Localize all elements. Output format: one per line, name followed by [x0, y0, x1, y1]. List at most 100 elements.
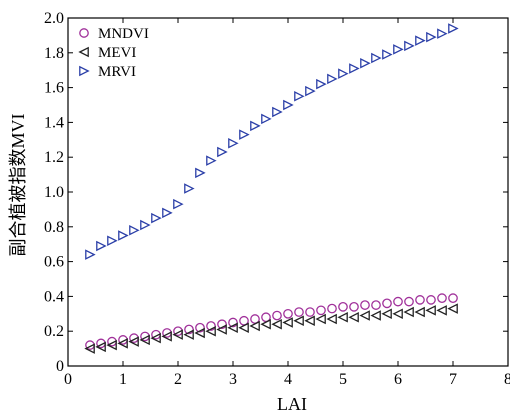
data-point	[316, 78, 327, 90]
data-point	[404, 40, 415, 52]
x-tick-label: 5	[339, 371, 347, 388]
data-point	[183, 329, 194, 340]
data-point	[107, 235, 118, 246]
y-tick-label: 1.4	[44, 114, 64, 131]
data-point	[282, 317, 293, 328]
data-point	[349, 63, 360, 74]
data-point	[371, 52, 382, 64]
data-point	[206, 321, 216, 331]
legend-label-mndvi: MNDVI	[98, 26, 149, 42]
data-point	[337, 312, 348, 323]
data-point	[129, 225, 140, 236]
data-point	[327, 73, 338, 85]
data-point	[294, 91, 305, 102]
data-point	[162, 207, 173, 219]
data-point	[426, 31, 437, 43]
data-point	[305, 307, 315, 317]
axes: 0 1 2 3 4 5 6 7 8 0 0.2 0.4 0.6 0.8 1.0 1.2 1.4 1.6 1.8 2.0	[44, 10, 510, 388]
data-point	[348, 312, 359, 323]
data-point	[117, 338, 128, 349]
data-point	[184, 183, 195, 194]
x-tick-label: 8	[504, 371, 510, 388]
data-point	[360, 300, 370, 310]
data-point	[238, 322, 249, 333]
data-point	[437, 28, 448, 39]
data-point	[239, 129, 250, 140]
data-point	[250, 120, 261, 132]
series-mevi	[84, 303, 458, 354]
data-point	[315, 313, 326, 325]
data-point	[403, 306, 414, 318]
data-point	[436, 305, 447, 316]
data-point	[448, 293, 458, 303]
data-point	[415, 295, 425, 305]
data-point	[294, 307, 304, 317]
series-mrvi	[85, 23, 459, 260]
y-tick-label: 0.6	[44, 254, 64, 271]
x-tick-label: 2	[174, 371, 182, 388]
y-tick-label: 0.8	[44, 219, 64, 236]
data-point	[261, 113, 272, 125]
legend-marker-mndvi	[79, 28, 89, 38]
data-point	[85, 249, 96, 260]
legend-label-mrvi: MRVI	[98, 64, 136, 80]
legend-label-mevi: MEVI	[98, 45, 136, 61]
data-point	[415, 35, 426, 46]
data-point	[392, 308, 403, 320]
data-point	[249, 320, 260, 332]
data-point	[360, 57, 371, 69]
x-tick-label: 3	[229, 371, 237, 388]
data-point	[271, 318, 282, 330]
data-point	[371, 300, 381, 310]
data-point	[118, 230, 129, 241]
data-point	[139, 334, 150, 346]
data-point	[293, 315, 304, 327]
data-point	[84, 343, 95, 354]
data-point	[283, 308, 293, 319]
data-point	[151, 212, 162, 224]
data-point	[195, 322, 205, 333]
data-point	[349, 301, 359, 312]
data-point	[96, 240, 107, 252]
data-point	[205, 325, 216, 337]
data-point	[382, 298, 392, 309]
data-point	[184, 324, 194, 335]
y-tick-label: 1.0	[44, 184, 64, 201]
x-tick-label: 6	[394, 371, 402, 388]
data-point	[161, 331, 172, 342]
data-point	[260, 318, 271, 330]
data-point	[448, 23, 459, 34]
data-point	[447, 303, 458, 314]
data-point	[316, 305, 326, 316]
data-point	[359, 310, 370, 321]
data-point	[338, 68, 349, 79]
y-tick-label: 1.8	[44, 45, 64, 62]
data-point	[437, 293, 447, 303]
x-tick-label: 4	[284, 371, 292, 388]
y-tick-label: 1.6	[44, 80, 64, 97]
x-tick-label: 1	[119, 371, 127, 388]
data-point	[272, 106, 283, 118]
data-point	[128, 336, 139, 347]
data-point	[228, 138, 239, 149]
data-point	[326, 313, 337, 325]
y-tick-label: 0	[56, 358, 64, 375]
data-point	[206, 155, 217, 166]
data-point	[304, 315, 315, 327]
data-point	[228, 317, 238, 328]
x-axis-label: LAI	[277, 394, 307, 414]
legend-marker-mevi	[78, 46, 89, 58]
data-point	[95, 341, 106, 353]
data-point	[272, 310, 282, 321]
data-point	[140, 219, 151, 231]
y-axis-label: 副合植被指数MVI	[8, 113, 28, 256]
series-mndvi	[85, 293, 458, 350]
data-point	[173, 198, 184, 210]
x-tick-label: 7	[449, 371, 457, 388]
data-point	[227, 322, 238, 333]
legend: MNDVI MEVI MRVI	[78, 26, 149, 80]
data-point	[327, 303, 337, 314]
data-point	[426, 295, 436, 305]
data-point	[414, 306, 425, 318]
data-point	[106, 339, 117, 351]
